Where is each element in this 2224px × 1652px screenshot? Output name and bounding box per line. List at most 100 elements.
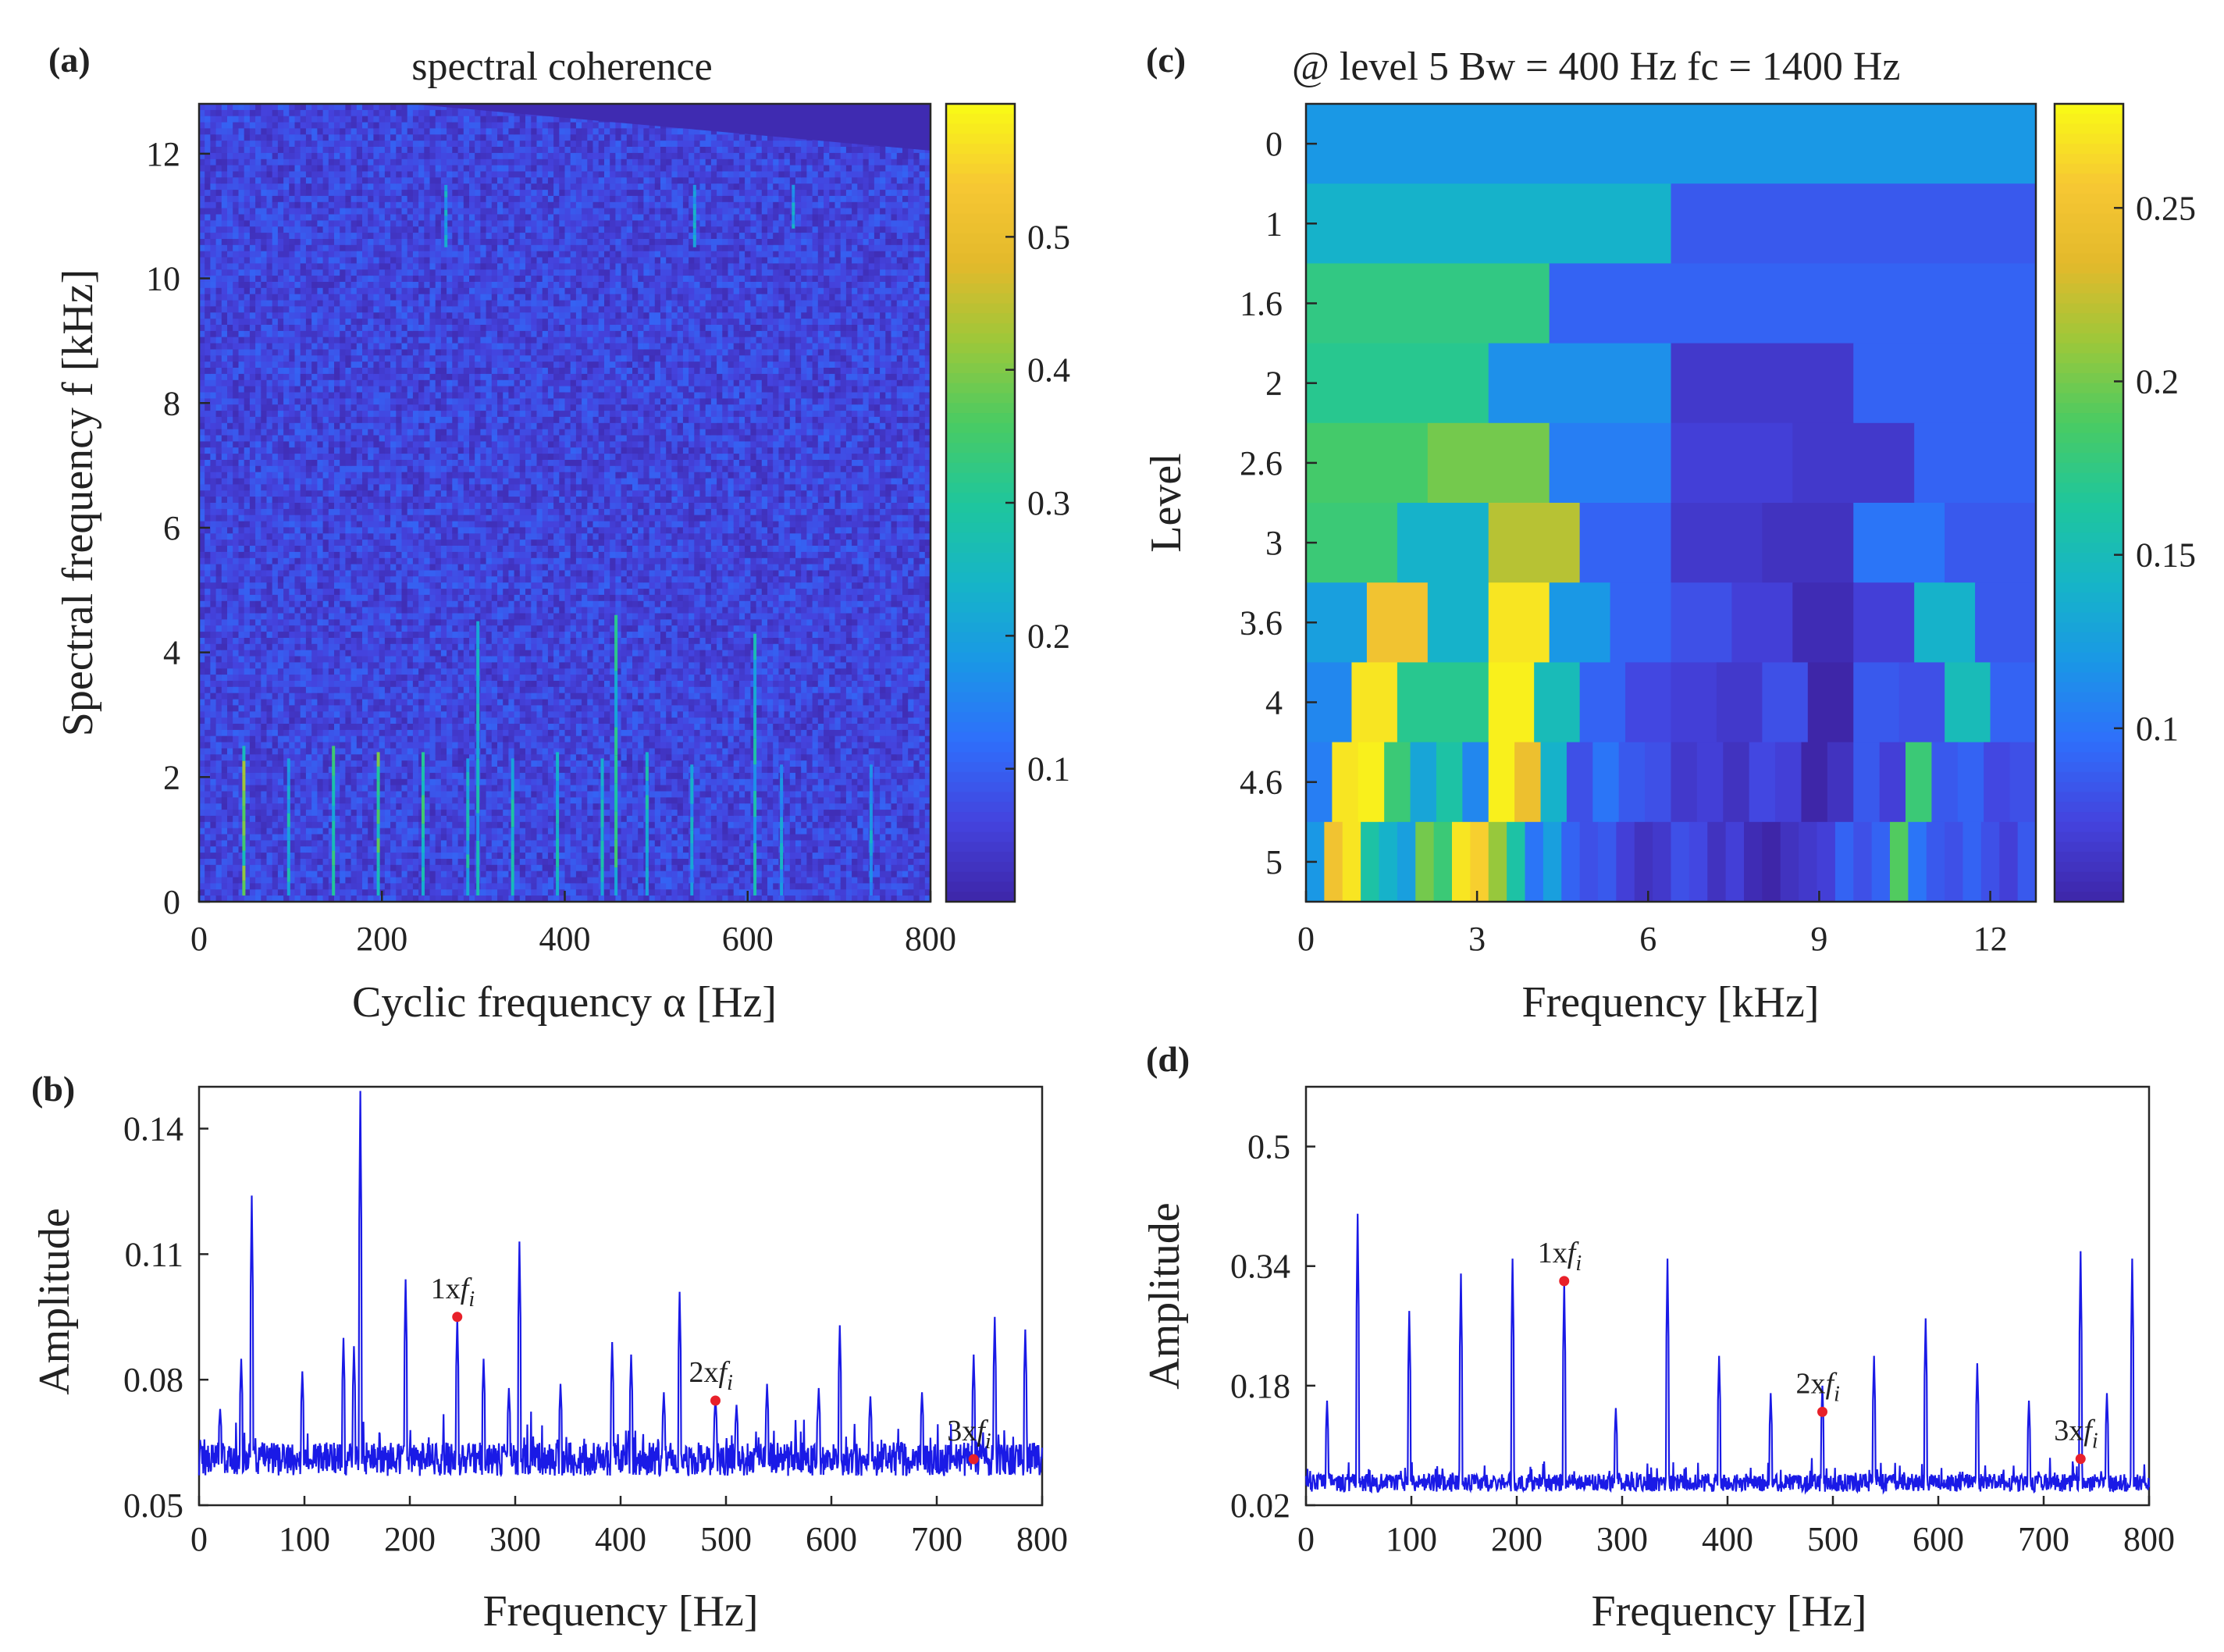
coherence-cell	[205, 889, 211, 896]
coherence-cell	[385, 172, 391, 179]
coherence-cell	[402, 208, 408, 215]
coherence-cell	[317, 846, 323, 853]
coherence-cell	[222, 644, 228, 651]
coherence-cell	[407, 141, 414, 148]
coherence-cell	[351, 331, 358, 338]
coherence-cell	[317, 700, 323, 707]
coherence-cell	[345, 576, 351, 583]
coherence-cell	[210, 208, 216, 215]
coherence-cell	[222, 294, 228, 301]
coherence-cell	[402, 355, 408, 362]
coherence-cell	[301, 754, 307, 761]
coherence-cell	[373, 208, 379, 215]
coherence-cell	[205, 533, 211, 540]
coherence-cell	[357, 601, 363, 608]
coherence-cell	[261, 767, 267, 774]
coherence-cell	[368, 546, 374, 553]
coherence-cell	[222, 576, 228, 583]
coherence-cell	[368, 835, 374, 842]
coherence-cell	[222, 527, 228, 534]
coherence-cell	[250, 749, 256, 756]
coherence-cell	[407, 460, 414, 467]
coherence-cell	[233, 601, 239, 608]
coherence-cell	[295, 552, 301, 559]
coherence-cell	[210, 454, 216, 461]
coherence-cell	[357, 306, 363, 313]
coherence-cell	[323, 883, 329, 890]
coherence-cell	[278, 681, 284, 688]
coherence-cell	[239, 472, 245, 479]
coherence-cell	[222, 779, 228, 786]
coherence-cell	[390, 700, 397, 707]
coherence-cell	[227, 380, 233, 387]
coherence-cell	[311, 810, 318, 817]
coherence-cell	[311, 582, 318, 589]
coherence-cell	[267, 110, 273, 117]
coherence-cell	[244, 662, 251, 669]
coherence-cell	[351, 632, 358, 639]
coherence-cell	[329, 276, 335, 283]
coherence-cell	[255, 368, 262, 375]
coherence-cell	[368, 404, 374, 411]
coherence-cell	[390, 472, 397, 479]
panel-a-title: spectral coherence	[411, 45, 712, 89]
coherence-cell	[311, 447, 318, 454]
coherence-cell	[379, 404, 386, 411]
coherence-cell	[390, 441, 397, 448]
coherence-cell	[301, 552, 307, 559]
coherence-cell	[373, 619, 379, 626]
coherence-cell	[210, 589, 216, 596]
coherence-cell	[379, 797, 386, 804]
coherence-cell	[368, 792, 374, 799]
coherence-cell	[385, 344, 391, 351]
coherence-cell	[255, 595, 262, 602]
coherence-cell	[289, 479, 295, 486]
coherence-cell	[402, 558, 408, 565]
coherence-cell	[385, 447, 391, 454]
coherence-cell	[317, 454, 323, 461]
coherence-cell	[329, 159, 335, 166]
coherence-cell	[227, 147, 233, 154]
coherence-cell	[216, 638, 222, 645]
coherence-cell	[317, 147, 323, 154]
coherence-cell	[402, 226, 408, 233]
coherence-cell	[379, 245, 386, 252]
coherence-cell	[233, 883, 239, 890]
coherence-cell	[317, 472, 323, 479]
coherence-cell	[267, 571, 273, 578]
coherence-cell	[345, 693, 351, 700]
coherence-cell	[317, 110, 323, 117]
coherence-cell	[334, 644, 340, 651]
coherence-cell	[407, 153, 414, 160]
coherence-cell	[227, 479, 233, 486]
coherence-cell	[255, 711, 262, 718]
coherence-cell	[267, 503, 273, 510]
coherence-cell	[357, 319, 363, 326]
coherence-cell	[289, 607, 295, 614]
coherence-cell	[222, 220, 228, 227]
coherence-cell	[396, 269, 402, 276]
coherence-cell	[368, 509, 374, 516]
coherence-cell	[317, 233, 323, 240]
coherence-cell	[205, 404, 211, 411]
coherence-cell	[301, 263, 307, 270]
coherence-cell	[233, 472, 239, 479]
coherence-cell	[329, 263, 335, 270]
coherence-cell	[244, 619, 251, 626]
coherence-cell	[373, 301, 379, 308]
coherence-cell	[396, 141, 402, 148]
coherence-cell	[255, 208, 262, 215]
coherence-cell	[351, 792, 358, 799]
coherence-cell	[306, 582, 312, 589]
coherence-cell	[261, 816, 267, 823]
coherence-cell	[222, 564, 228, 571]
coherence-cell	[210, 337, 216, 344]
coherence-cell	[306, 490, 312, 497]
coherence-cell	[306, 454, 312, 461]
coherence-cell	[244, 361, 251, 368]
coherence-cell	[323, 822, 329, 829]
coherence-cell	[373, 116, 379, 123]
coherence-cell	[210, 700, 216, 707]
coherence-cell	[402, 840, 408, 847]
coherence-cell	[407, 625, 414, 632]
